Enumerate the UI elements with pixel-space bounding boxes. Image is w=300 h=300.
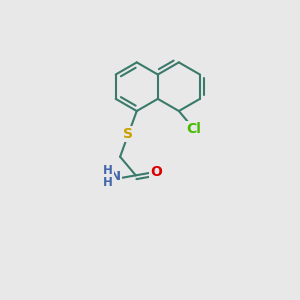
Text: H: H: [103, 176, 113, 189]
Text: N: N: [110, 170, 121, 183]
Text: O: O: [150, 165, 162, 179]
Text: Cl: Cl: [186, 122, 201, 136]
Text: S: S: [123, 127, 134, 141]
Text: H: H: [103, 164, 113, 178]
